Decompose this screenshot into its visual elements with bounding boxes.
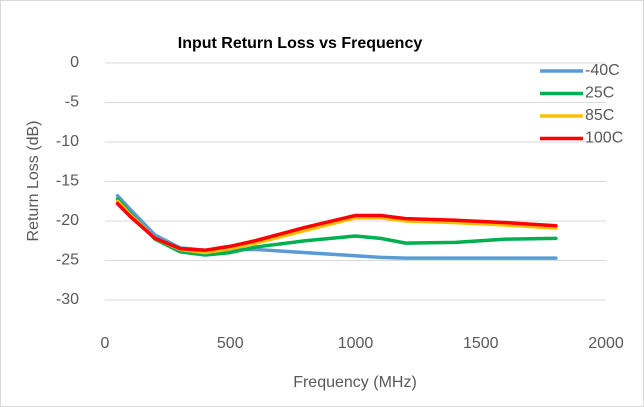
x-tick-label: 1000 bbox=[338, 335, 374, 352]
x-tick-label: 500 bbox=[217, 335, 244, 352]
x-tick-label: 0 bbox=[101, 335, 110, 352]
series-line bbox=[115, 201, 558, 252]
y-tick-label: -30 bbox=[56, 291, 79, 308]
x-tick-label: 2000 bbox=[588, 335, 624, 352]
x-axis-label: Frequency (MHz) bbox=[293, 374, 417, 391]
y-tick-label: -20 bbox=[56, 212, 79, 229]
chart-title: Input Return Loss vs Frequency bbox=[178, 35, 423, 52]
legend-label: -40C bbox=[585, 62, 620, 79]
y-tick-label: 0 bbox=[70, 54, 79, 71]
y-tick-label: -10 bbox=[56, 133, 79, 150]
y-axis-label: Return Loss (dB) bbox=[25, 121, 42, 242]
x-tick-label: 1500 bbox=[463, 335, 499, 352]
y-tick-label: -5 bbox=[65, 94, 79, 111]
series-line bbox=[115, 193, 558, 260]
y-tick-label: -15 bbox=[56, 173, 79, 190]
legend-label: 85C bbox=[585, 107, 614, 124]
y-tick-label: -25 bbox=[56, 252, 79, 269]
legend-label: 100C bbox=[585, 130, 623, 147]
legend-label: 25C bbox=[585, 85, 614, 102]
